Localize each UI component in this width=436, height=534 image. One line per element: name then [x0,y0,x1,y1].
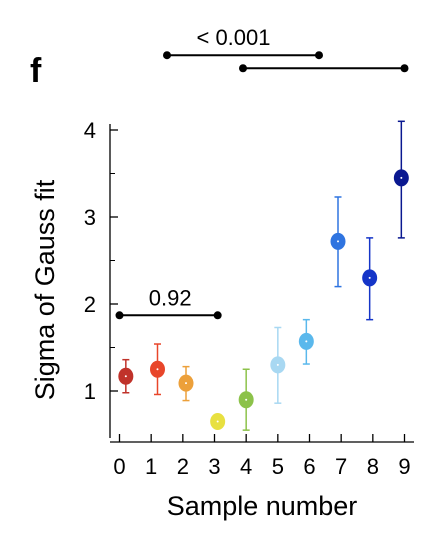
data-point [362,237,378,321]
data-point [238,368,254,431]
bracket-end-dot [315,51,323,60]
x-tick-label: 0 [113,454,125,479]
data-point [298,318,314,365]
point-center [305,340,308,343]
data-point [393,120,409,239]
data-point [178,365,194,402]
point-center [245,398,248,401]
x-tick-label: 7 [335,454,347,479]
data-points [118,120,409,431]
point-center [276,363,279,366]
significance-annotations: < 0.001 0.92 [115,25,409,320]
data-point [150,343,165,396]
y-tick-label: 3 [84,205,96,230]
x-tick-label: 1 [145,454,157,479]
x-tick-label: 4 [240,454,252,479]
x-tick-label: 3 [208,454,220,479]
y-tick-label: 4 [84,118,96,143]
x-axis-label: Sample number [167,491,358,521]
point-center [368,276,371,279]
x-tick-label: 8 [367,454,379,479]
point-center [337,240,339,243]
x-tick-label: 5 [272,454,284,479]
data-point [210,412,226,430]
y-tick-label: 1 [84,379,96,404]
x-tick-label: 6 [303,454,315,479]
data-point [118,358,134,394]
x-tick-label: 9 [398,454,410,479]
panel-label: f [30,52,42,90]
bracket-label: < 0.001 [196,25,270,50]
bracket-end-dot [213,311,222,320]
data-point [270,326,286,404]
point-center [400,176,403,179]
bracket-end-dot [400,64,409,73]
y-axis-label: Sigma of Gauss fit [30,179,60,400]
bracket-label: 0.92 [149,285,192,310]
bracket-end-dot [239,64,247,73]
point-center [156,368,159,371]
point-center [216,420,219,423]
point-center [124,375,127,378]
bracket-end-dot [163,51,171,60]
bracket-end-dot [115,311,124,320]
point-center [185,382,187,385]
y-tick-label: 2 [84,292,96,317]
x-tick-label: 2 [177,454,189,479]
data-point [330,196,346,288]
